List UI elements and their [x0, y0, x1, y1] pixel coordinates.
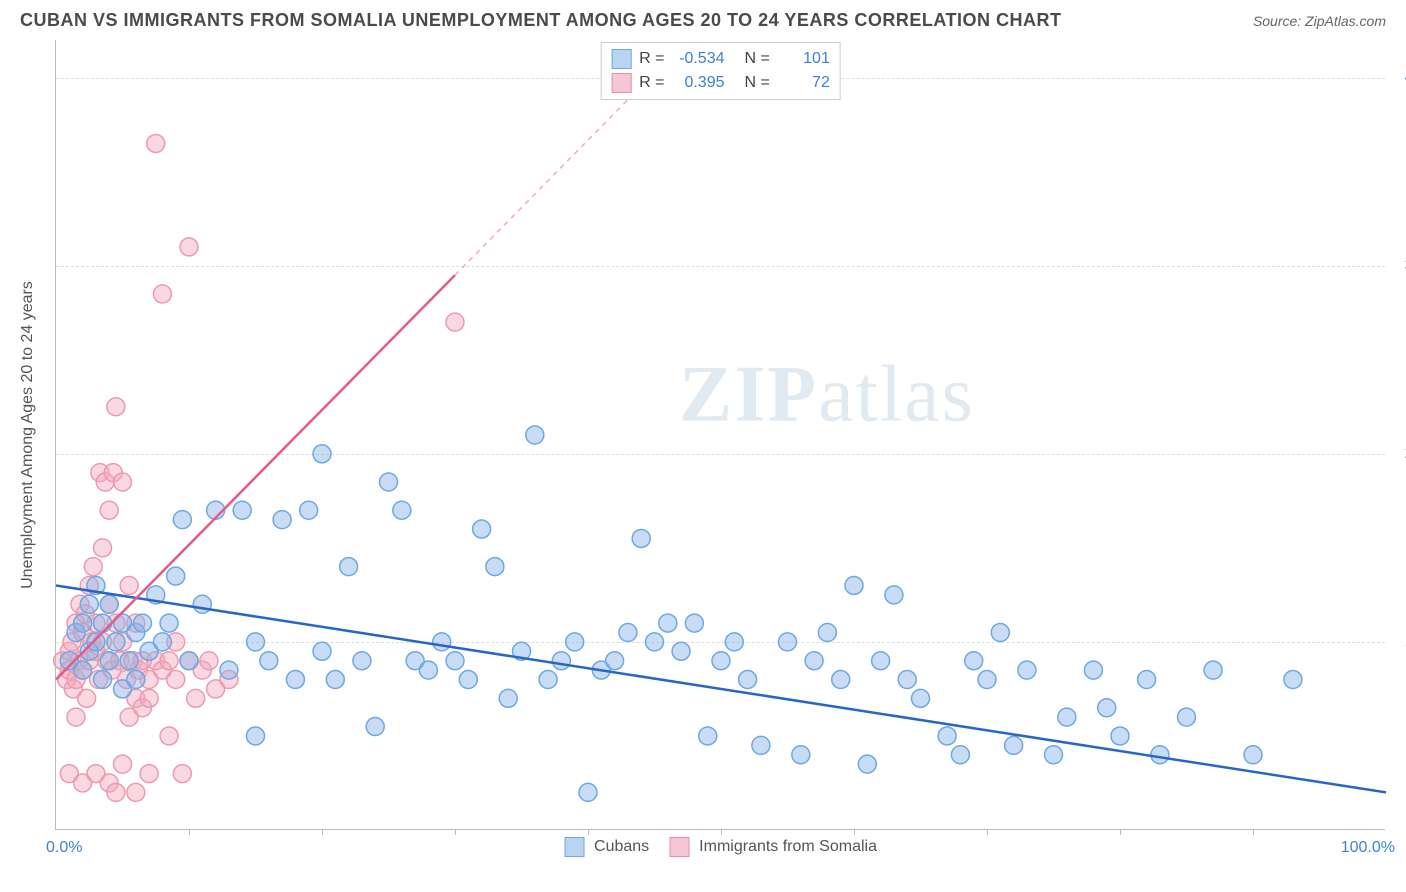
legend-label-cubans: Cubans	[594, 838, 649, 856]
swatch-cubans	[564, 837, 584, 857]
stats-legend: R = -0.534 N = 101 R = 0.395 N = 72	[600, 42, 841, 100]
stats-legend-row-cubans: R = -0.534 N = 101	[611, 47, 830, 71]
x-tick	[189, 829, 190, 835]
x-tick	[987, 829, 988, 835]
y-tick-label: 20.0%	[1390, 445, 1406, 463]
x-tick	[1253, 829, 1254, 835]
n-label: N =	[745, 47, 770, 71]
scatter-plot-svg	[56, 40, 1385, 829]
r-value-cubans: -0.534	[673, 47, 725, 71]
y-tick-label: 40.0%	[1390, 69, 1406, 87]
chart-plot-area: Unemployment Among Ages 20 to 24 years 1…	[55, 40, 1385, 830]
chart-title: CUBAN VS IMMIGRANTS FROM SOMALIA UNEMPLO…	[20, 10, 1062, 31]
n-value-somalia: 72	[778, 71, 830, 95]
x-axis-start-label: 0.0%	[46, 839, 82, 857]
stats-legend-row-somalia: R = 0.395 N = 72	[611, 71, 830, 95]
x-tick	[588, 829, 589, 835]
series-legend: Cubans Immigrants from Somalia	[564, 837, 877, 857]
r-value-somalia: 0.395	[673, 71, 725, 95]
r-label: R =	[639, 47, 664, 71]
x-tick	[854, 829, 855, 835]
x-tick	[721, 829, 722, 835]
y-tick-label: 10.0%	[1390, 633, 1406, 651]
source-attribution: Source: ZipAtlas.com	[1253, 13, 1386, 29]
swatch-somalia	[669, 837, 689, 857]
legend-label-somalia: Immigrants from Somalia	[699, 838, 877, 856]
r-label: R =	[639, 71, 664, 95]
n-value-cubans: 101	[778, 47, 830, 71]
y-tick-label: 30.0%	[1390, 257, 1406, 275]
x-tick	[1120, 829, 1121, 835]
swatch-somalia	[611, 73, 631, 93]
y-axis-label: Unemployment Among Ages 20 to 24 years	[19, 281, 37, 589]
x-tick	[455, 829, 456, 835]
swatch-cubans	[611, 49, 631, 69]
x-tick	[322, 829, 323, 835]
x-axis-end-label: 100.0%	[1341, 839, 1395, 857]
n-label: N =	[745, 71, 770, 95]
